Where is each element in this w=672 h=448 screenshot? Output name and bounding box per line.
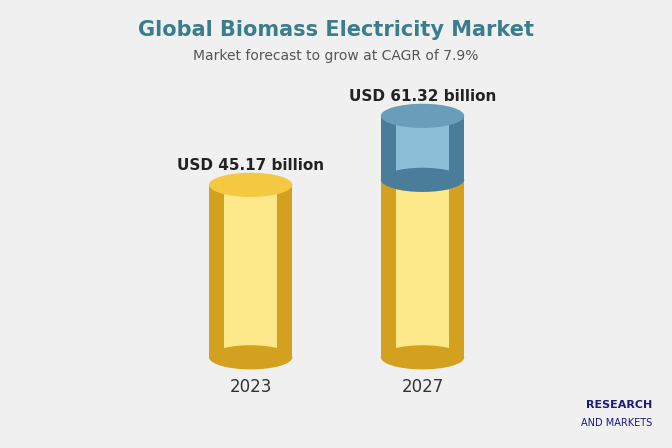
Text: AND MARKETS: AND MARKETS bbox=[581, 418, 652, 428]
Ellipse shape bbox=[209, 173, 292, 197]
Polygon shape bbox=[209, 185, 224, 358]
Text: Market forecast to grow at CAGR of 7.9%: Market forecast to grow at CAGR of 7.9% bbox=[194, 49, 478, 63]
Text: RESEARCH: RESEARCH bbox=[585, 400, 652, 410]
Text: USD 45.17 billion: USD 45.17 billion bbox=[177, 158, 324, 173]
Text: USD 61.32 billion: USD 61.32 billion bbox=[349, 89, 496, 104]
Text: 2023: 2023 bbox=[229, 378, 272, 396]
Polygon shape bbox=[449, 116, 464, 180]
Polygon shape bbox=[224, 185, 278, 358]
Polygon shape bbox=[381, 116, 396, 180]
Polygon shape bbox=[278, 185, 292, 358]
Polygon shape bbox=[381, 180, 396, 358]
Ellipse shape bbox=[381, 104, 464, 128]
Text: Global Biomass Electricity Market: Global Biomass Electricity Market bbox=[138, 20, 534, 40]
Polygon shape bbox=[396, 180, 449, 358]
Ellipse shape bbox=[209, 345, 292, 370]
Ellipse shape bbox=[381, 168, 464, 192]
Polygon shape bbox=[396, 116, 449, 180]
Ellipse shape bbox=[381, 345, 464, 370]
Text: 2027: 2027 bbox=[401, 378, 444, 396]
Ellipse shape bbox=[381, 168, 464, 192]
Polygon shape bbox=[449, 180, 464, 358]
